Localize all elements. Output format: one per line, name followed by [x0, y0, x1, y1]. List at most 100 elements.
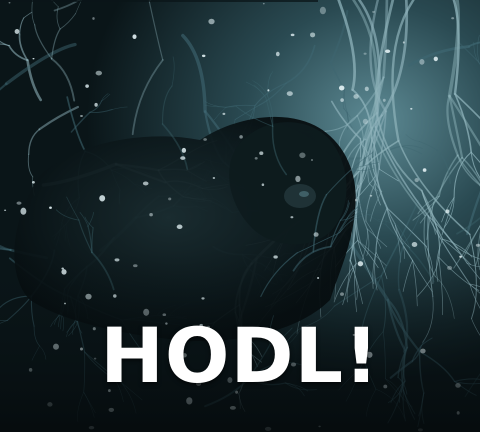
branch	[53, 0, 81, 12]
branch	[454, 93, 480, 120]
branch	[258, 82, 287, 106]
snowflake	[340, 98, 344, 102]
branch	[343, 108, 351, 118]
branch	[363, 76, 385, 140]
branch	[444, 197, 455, 228]
branch	[352, 0, 378, 129]
branch	[356, 76, 385, 117]
branch	[467, 41, 480, 48]
branch	[382, 0, 389, 79]
branch	[337, 0, 356, 92]
snowflake	[362, 118, 368, 125]
snowflake	[338, 85, 345, 91]
branch	[51, 0, 59, 8]
branch	[346, 205, 361, 219]
branch	[225, 104, 256, 108]
branch	[267, 95, 274, 127]
branch	[379, 168, 399, 182]
snowflake	[433, 56, 438, 62]
branch	[78, 219, 93, 254]
branch	[66, 96, 86, 153]
branch	[89, 109, 113, 114]
branch	[59, 13, 76, 30]
snowflake	[353, 94, 359, 99]
branch	[101, 93, 109, 102]
branch	[447, 0, 460, 98]
branch	[453, 151, 472, 198]
branch	[162, 85, 173, 125]
branch	[374, 126, 430, 217]
snowflake	[382, 98, 386, 102]
snowflake	[414, 178, 419, 183]
snowflake	[92, 17, 95, 20]
branch	[354, 175, 376, 201]
branch	[441, 197, 455, 236]
branch	[87, 225, 93, 254]
branch	[340, 200, 349, 221]
snowflake	[168, 197, 172, 201]
branch	[330, 219, 341, 248]
branch	[70, 111, 91, 133]
snowflake	[80, 115, 83, 117]
snowflake	[313, 232, 319, 237]
snowflake	[402, 41, 405, 44]
snowflake	[181, 147, 187, 153]
branch	[253, 84, 267, 98]
branch	[267, 73, 272, 97]
branch	[357, 184, 368, 230]
branch	[343, 89, 348, 114]
snowflake	[259, 151, 264, 155]
branch	[477, 34, 480, 63]
branch	[351, 162, 380, 170]
branch	[0, 82, 8, 91]
branch	[89, 100, 102, 113]
snowflake	[16, 201, 22, 205]
snowflake	[212, 177, 216, 179]
branch	[325, 115, 358, 132]
branch	[245, 81, 267, 98]
branch	[325, 168, 353, 196]
snowflake	[201, 54, 206, 58]
snowflake	[176, 224, 183, 230]
snowflake	[267, 89, 270, 92]
branch	[339, 115, 358, 141]
snowflake	[149, 213, 153, 217]
snowflake	[208, 18, 215, 25]
snowflake	[364, 86, 369, 92]
branch	[401, 145, 423, 155]
branch	[131, 59, 164, 136]
creature-head	[229, 122, 347, 245]
branch	[396, 224, 411, 250]
branch	[0, 248, 12, 251]
branch	[403, 215, 421, 244]
branch	[271, 125, 288, 176]
branch	[347, 112, 349, 130]
branch	[265, 96, 274, 127]
branch	[75, 0, 82, 14]
caption-strike-line	[0, 0, 318, 2]
snowflake	[295, 175, 301, 183]
branch	[356, 115, 364, 147]
branch	[181, 33, 207, 114]
branch	[339, 207, 370, 233]
snowflake	[31, 180, 35, 184]
branch	[213, 107, 227, 121]
branch	[267, 71, 274, 97]
branch	[55, 209, 80, 221]
snowflake	[8, 2, 11, 4]
snowflake	[275, 51, 280, 57]
branch	[384, 203, 387, 226]
branch	[351, 151, 374, 170]
snowflake	[384, 49, 391, 54]
snowflake	[49, 206, 52, 209]
bottom-shadow	[0, 250, 480, 432]
snowflake	[310, 32, 316, 38]
snowflake	[369, 194, 373, 197]
snowflake	[262, 2, 265, 5]
snowflake	[132, 34, 137, 40]
snowflake	[239, 135, 243, 139]
branch	[171, 56, 175, 87]
creature-eye	[284, 184, 316, 208]
snowflake	[475, 243, 480, 247]
